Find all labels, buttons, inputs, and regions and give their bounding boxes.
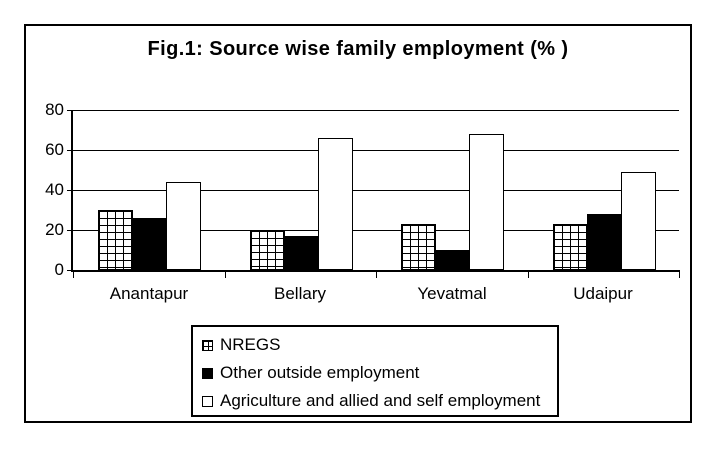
legend-swatch-agriculture-and-allied — [202, 395, 213, 407]
y-axis-tick-label: 60 — [45, 140, 64, 159]
bar-other-anantapur — [132, 218, 167, 270]
gridline — [73, 230, 679, 231]
legend-item: Other outside employment — [202, 359, 557, 387]
x-axis-line — [71, 270, 679, 272]
bar-other-udaipur — [587, 214, 622, 270]
gridline — [73, 190, 679, 191]
y-axis-tick-label: 0 — [54, 260, 64, 279]
x-axis-category-label: Yevatmal — [417, 284, 487, 303]
bar-agriculture-yevatmal — [469, 134, 504, 270]
legend: NREGS Other outside employment Agricultu… — [191, 325, 559, 417]
bar-agriculture-bellary — [318, 138, 353, 270]
legend-label: Other outside employment — [220, 363, 420, 382]
x-axis-tick — [679, 270, 680, 278]
bar-other-yevatmal — [435, 250, 470, 270]
y-axis-tick — [67, 150, 73, 151]
legend-swatch-nregs — [202, 339, 213, 351]
legend-item: NREGS — [202, 331, 557, 359]
legend-item: Agriculture and allied and self employme… — [202, 387, 557, 415]
legend-label: NREGS — [220, 335, 281, 354]
y-axis-tick — [67, 270, 73, 271]
bar-nregs-bellary — [250, 230, 285, 270]
y-axis-tick-label: 40 — [45, 180, 64, 199]
y-axis-tick — [67, 230, 73, 231]
y-axis-tick-label: 80 — [45, 100, 64, 119]
legend-label: Agriculture and allied and self employme… — [220, 391, 541, 410]
gridline — [73, 150, 679, 151]
gridline — [73, 110, 679, 111]
x-axis-category-label: Anantapur — [109, 284, 189, 303]
legend-swatch-other-outside-employment — [202, 367, 213, 379]
bar-nregs-yevatmal — [401, 224, 436, 270]
x-axis-category-label: Bellary — [274, 284, 326, 303]
bar-other-bellary — [284, 236, 319, 270]
bar-agriculture-anantapur — [166, 182, 201, 270]
x-axis-tick — [73, 270, 74, 278]
y-axis-tick — [67, 190, 73, 191]
bar-nregs-anantapur — [98, 210, 133, 270]
y-axis-line — [71, 110, 73, 272]
x-axis-category-label: Udaipur — [573, 284, 633, 303]
chart-title: Fig.1: Source wise family employment (% … — [147, 38, 569, 60]
x-axis-tick — [225, 270, 226, 278]
bar-nregs-udaipur — [553, 224, 588, 270]
y-axis-tick — [67, 110, 73, 111]
x-axis-tick — [528, 270, 529, 278]
y-axis-tick-label: 20 — [45, 220, 64, 239]
bar-agriculture-udaipur — [621, 172, 656, 270]
x-axis-tick — [376, 270, 377, 278]
